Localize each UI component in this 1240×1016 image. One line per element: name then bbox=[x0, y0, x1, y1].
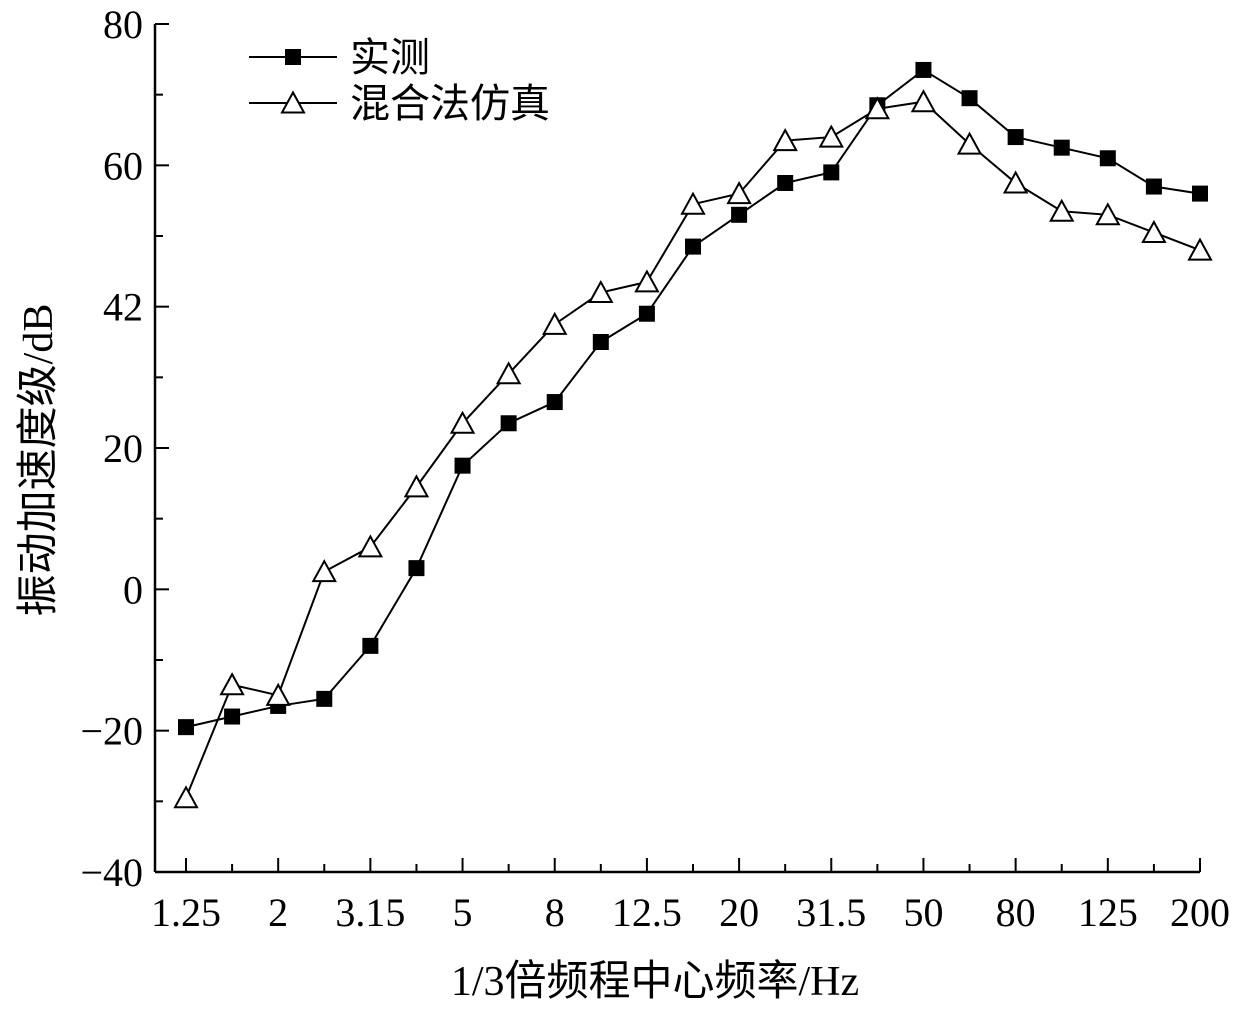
legend-marker-square bbox=[285, 49, 301, 65]
data-point-square bbox=[362, 637, 379, 654]
data-point-triangle bbox=[864, 96, 891, 120]
data-point-triangle bbox=[1095, 202, 1121, 226]
data-point-triangle bbox=[495, 361, 522, 385]
data-point-square bbox=[408, 560, 425, 577]
x-tick-label: 3.15 bbox=[335, 890, 405, 935]
data-point-triangle bbox=[1141, 219, 1167, 243]
data-point-triangle bbox=[680, 191, 706, 215]
data-point-square bbox=[731, 206, 748, 223]
data-point-square bbox=[178, 719, 194, 736]
axes bbox=[153, 24, 1200, 874]
data-point-square bbox=[1007, 129, 1024, 146]
y-axis-title: 振动加速度级/dB bbox=[16, 304, 62, 617]
data-point-triangle bbox=[588, 279, 614, 304]
y-tick-label: 60 bbox=[103, 143, 143, 188]
data-point-square bbox=[961, 90, 978, 107]
legend-label: 混合法仿真 bbox=[350, 81, 550, 126]
x-axis-ticks: 1.25 2 3.15 5 8 12.5 20 31.5 50 80 125 200 bbox=[151, 858, 1230, 935]
y-tick-label: 80 bbox=[103, 2, 143, 47]
data-point-square bbox=[1053, 139, 1070, 156]
data-point-triangle bbox=[311, 559, 337, 583]
data-point-triangle bbox=[818, 124, 844, 148]
data-point-triangle bbox=[910, 89, 937, 113]
data-point-triangle bbox=[173, 785, 199, 809]
x-tick-label: 31.5 bbox=[796, 890, 866, 935]
y-axis-ticks: −40 −20 0 20 42 60 80 bbox=[80, 2, 169, 895]
y-tick-label: −20 bbox=[80, 709, 143, 754]
data-point-triangle bbox=[449, 410, 476, 434]
y-tick-label: 42 bbox=[103, 285, 143, 330]
data-point-square bbox=[1099, 150, 1116, 167]
x-tick-label: 200 bbox=[1170, 890, 1230, 935]
y-tick-label: 0 bbox=[123, 567, 143, 612]
data-point-triangle bbox=[726, 181, 752, 205]
data-point-triangle bbox=[1002, 170, 1029, 194]
data-point-square bbox=[1145, 178, 1162, 195]
data-point-square bbox=[638, 305, 655, 322]
data-point-square bbox=[454, 457, 471, 474]
legend-marker-triangle bbox=[280, 90, 306, 114]
y-tick-label: −40 bbox=[80, 850, 143, 895]
data-point-triangle bbox=[956, 131, 983, 155]
series-layer bbox=[173, 61, 1213, 809]
data-point-triangle bbox=[357, 534, 384, 558]
data-point-triangle bbox=[219, 672, 245, 696]
data-point-triangle bbox=[772, 128, 798, 152]
x-tick-label: 2 bbox=[268, 890, 288, 935]
series-line bbox=[185, 68, 1201, 729]
x-tick-label: 20 bbox=[719, 890, 759, 935]
x-tick-label: 80 bbox=[996, 890, 1036, 935]
data-point-square bbox=[1192, 185, 1208, 202]
x-tick-label: 125 bbox=[1078, 890, 1138, 935]
data-point-square bbox=[316, 690, 333, 707]
data-point-triangle bbox=[265, 682, 291, 706]
data-point-triangle bbox=[403, 474, 430, 498]
x-tick-label: 8 bbox=[545, 890, 565, 935]
y-tick-label: 20 bbox=[103, 426, 143, 471]
series-simulation bbox=[173, 89, 1213, 809]
data-point-square bbox=[915, 61, 932, 78]
data-point-square bbox=[592, 334, 609, 350]
data-point-square bbox=[224, 708, 241, 725]
data-point-square bbox=[500, 415, 517, 432]
x-tick-label: 12.5 bbox=[612, 890, 682, 935]
data-point-square bbox=[777, 175, 794, 191]
data-point-triangle bbox=[634, 269, 660, 293]
x-tick-label: 1.25 bbox=[151, 890, 221, 935]
x-tick-label: 50 bbox=[903, 890, 943, 935]
data-point-square bbox=[546, 394, 563, 411]
data-point-square bbox=[685, 238, 701, 255]
x-tick-label: 5 bbox=[453, 890, 473, 935]
x-axis-title: 1/3倍频程中心频率/Hz bbox=[451, 958, 859, 1005]
data-point-triangle bbox=[542, 311, 568, 335]
data-point-triangle bbox=[1187, 237, 1213, 261]
series-measured bbox=[178, 61, 1208, 736]
data-point-square bbox=[823, 164, 840, 181]
data-point-triangle bbox=[1049, 198, 1075, 222]
legend-label: 实测 bbox=[350, 35, 430, 80]
